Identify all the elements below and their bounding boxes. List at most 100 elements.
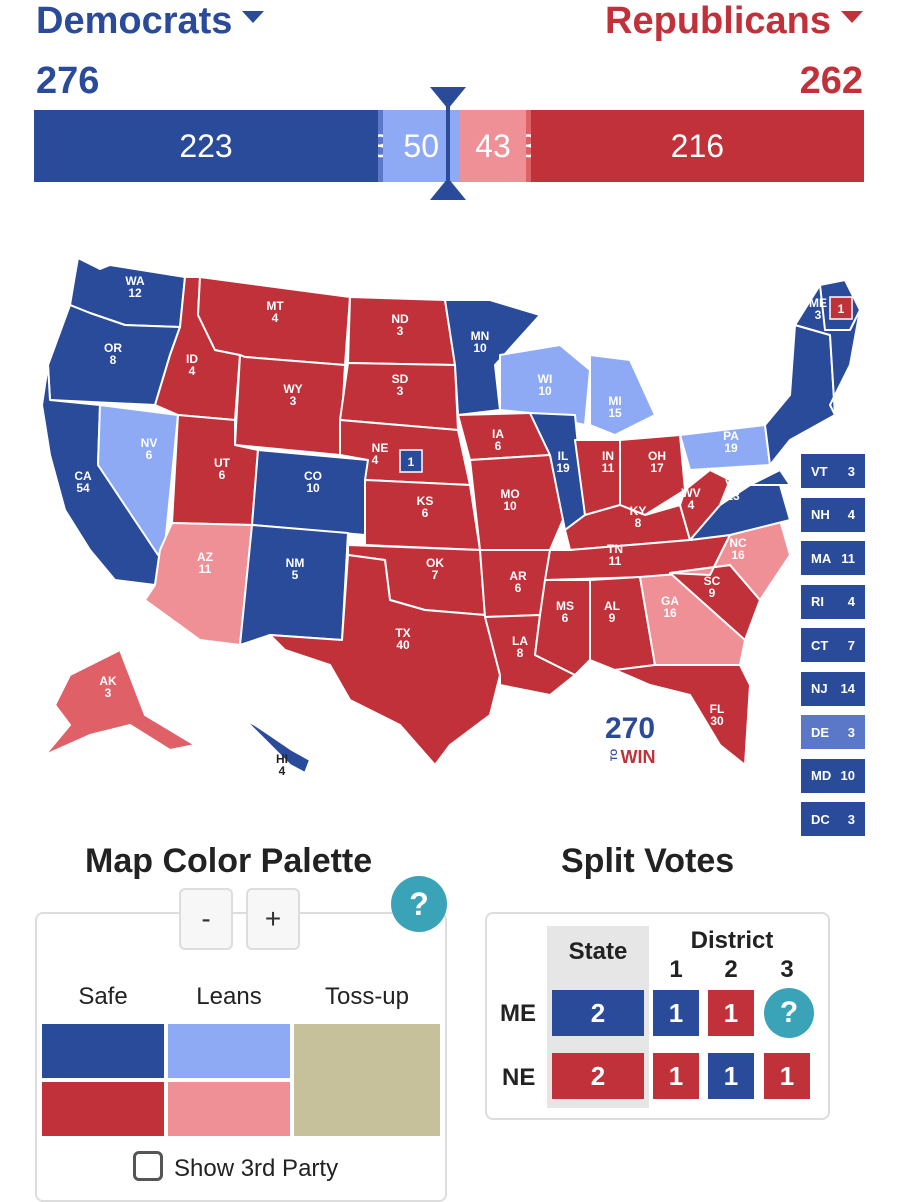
zoom-in-button[interactable]: + <box>246 888 300 950</box>
state-label-HI: HI 4 <box>276 752 288 778</box>
col-safe-label: Safe <box>78 983 128 1010</box>
small-state-abbr: VT <box>811 463 828 479</box>
state-label-IL: IL 19 <box>556 449 570 475</box>
state-label-TX: TX 40 <box>395 626 410 652</box>
me-district-box[interactable] <box>829 296 853 320</box>
state-HI[interactable] <box>244 719 311 774</box>
split-votes-panel <box>485 912 830 1120</box>
state-AK[interactable] <box>44 649 196 756</box>
ne-district-3[interactable]: 1 <box>764 1053 810 1099</box>
democrats-total: 276 <box>36 60 100 102</box>
small-state-md[interactable]: MD 10 <box>801 758 865 793</box>
small-state-ev: 3 <box>847 463 855 479</box>
state-label-MO: MO 10 <box>500 487 519 513</box>
state-TX[interactable] <box>269 554 501 766</box>
small-state-nh[interactable]: NH 4 <box>801 497 865 532</box>
palette-help-icon[interactable]: ? <box>391 876 447 932</box>
state-label-NE: NE 4 <box>372 441 389 467</box>
small-state-dc[interactable]: DC 3 <box>801 802 865 836</box>
me-district-1[interactable]: 1 <box>653 990 699 1036</box>
state-label-OK: OK 7 <box>426 556 444 582</box>
col-tossup-label: Toss-up <box>324 983 410 1010</box>
small-state-de[interactable]: DE 3 <box>801 715 865 749</box>
swatch-tossup[interactable] <box>294 1024 440 1136</box>
state-VA-coast <box>749 469 791 486</box>
state-label-NC: NC 16 <box>729 536 747 562</box>
small-state-ct[interactable]: CT 7 <box>801 628 865 662</box>
palette-title: Map Color Palette <box>85 842 373 880</box>
small-state-vt[interactable]: VT 3 <box>801 454 865 488</box>
state-label-SC: SC 9 <box>704 574 721 600</box>
state-label-FL: FL 30 <box>710 702 725 728</box>
ne-district-2[interactable]: 1 <box>708 1053 754 1099</box>
state-label-CA: CA 54 <box>74 469 92 495</box>
state-label-PA: PA 19 <box>723 429 739 455</box>
swatch-lean-rep[interactable] <box>168 1082 290 1136</box>
ne-district-1[interactable]: 1 <box>653 1053 699 1099</box>
state-label-TN: TN 11 <box>607 542 623 568</box>
state-label-MS: MS 6 <box>556 599 574 625</box>
state-label-ID: ID 4 <box>186 352 198 378</box>
district-label-NE_district: 1 <box>408 455 415 469</box>
small-state-ri[interactable]: RI 4 <box>801 584 865 619</box>
state-label-NV: NV 6 <box>141 436 158 462</box>
me-district-3-help-icon[interactable]: ? <box>764 988 814 1038</box>
state-label-WI: WI 10 <box>538 372 553 398</box>
electoral-vote-bar: 223350433216 <box>34 110 864 182</box>
state-label-AZ: AZ 11 <box>197 550 213 576</box>
small-state-ev: 10 <box>840 768 855 783</box>
state-OH[interactable] <box>619 434 686 516</box>
republicans-total: 262 <box>799 60 863 102</box>
show-3rd-party-label: Show 3rd Party <box>174 1155 339 1182</box>
col-leans-label: Leans <box>196 983 262 1010</box>
state-WV[interactable] <box>679 469 731 541</box>
district-label-ME_district: 1 <box>838 302 845 316</box>
270-marker-line <box>446 104 450 184</box>
small-state-ev: 3 <box>847 811 855 827</box>
split-row-state-ne: NE <box>502 1064 536 1091</box>
ev-bar-segment: 223 <box>34 110 379 182</box>
democrats-dropdown[interactable]: Democrats <box>36 2 265 40</box>
state-label-ND: ND 3 <box>391 312 409 338</box>
me-state-votes[interactable]: 2 <box>552 990 644 1036</box>
270-marker-bottom-icon <box>430 178 466 200</box>
swatch-safe-dem[interactable] <box>42 1024 164 1078</box>
state-WY[interactable] <box>234 354 346 456</box>
small-state-nj[interactable]: NJ 14 <box>801 671 865 706</box>
small-state-ma[interactable]: MA 11 <box>801 541 865 575</box>
state-header: State <box>568 938 628 965</box>
state-label-AL: AL 9 <box>604 599 620 625</box>
logo-to: TO <box>609 749 619 761</box>
state-label-WA: WA 12 <box>125 274 145 300</box>
state-label-IA: IA 6 <box>492 427 504 453</box>
state-MO[interactable] <box>469 454 566 551</box>
state-NM[interactable] <box>239 524 349 646</box>
state-MI[interactable] <box>589 354 656 436</box>
show-3rd-party-checkbox[interactable] <box>133 1151 163 1181</box>
swatch-lean-dem[interactable] <box>168 1024 290 1078</box>
state-label-SD: SD 3 <box>392 372 409 398</box>
ev-bar-segment: 3 <box>526 110 531 182</box>
small-states-list: VT 3 NH 4 MA 11 RI 4 CT 7 NJ 14 DE 3 MD 10 DC 3 <box>801 454 865 846</box>
republicans-dropdown[interactable]: Republicans <box>605 2 863 40</box>
small-state-ev: 7 <box>847 637 855 653</box>
state-CA[interactable] <box>41 364 161 586</box>
state-label-UT: UT 6 <box>214 456 231 482</box>
split-votes-title: Split Votes <box>561 842 735 880</box>
state-label-MT: MT 4 <box>266 299 284 325</box>
ne-state-votes[interactable]: 2 <box>552 1053 644 1099</box>
me-district-2[interactable]: 1 <box>708 990 754 1036</box>
state-FL[interactable] <box>614 664 751 766</box>
small-state-abbr: NJ <box>811 681 828 696</box>
small-state-abbr: CT <box>811 637 829 653</box>
state-WI[interactable] <box>499 344 591 426</box>
state-label-NM: NM 5 <box>286 556 305 582</box>
state-label-AK: AK 3 <box>99 674 117 700</box>
zoom-out-button[interactable]: - <box>179 888 233 950</box>
swatch-safe-rep[interactable] <box>42 1082 164 1136</box>
ne-district-box[interactable] <box>399 449 423 473</box>
small-state-abbr: MD <box>811 768 832 783</box>
state-MN[interactable] <box>444 299 541 416</box>
district-3-header: 3 <box>780 956 794 983</box>
state-label-OR: OR 8 <box>104 341 122 367</box>
